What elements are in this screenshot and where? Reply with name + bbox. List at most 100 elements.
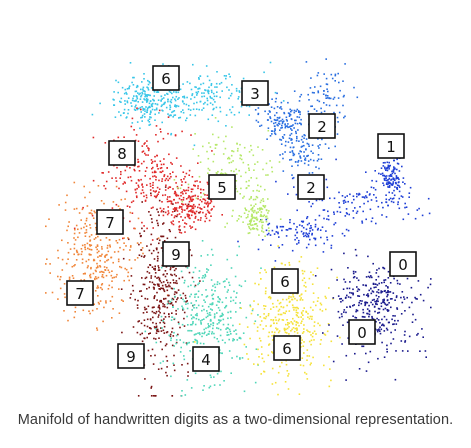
data-point — [194, 284, 197, 287]
data-point — [305, 286, 307, 288]
digit-label-2: 2 — [308, 113, 336, 139]
data-point — [65, 262, 68, 265]
data-point — [146, 318, 149, 321]
data-point — [229, 108, 231, 111]
data-point — [252, 228, 255, 230]
data-point — [165, 371, 167, 374]
data-point — [289, 114, 292, 116]
data-point — [167, 212, 170, 214]
data-point — [142, 90, 144, 92]
data-point — [224, 147, 227, 150]
data-point — [352, 315, 354, 317]
data-point — [380, 173, 382, 175]
data-point — [67, 225, 69, 228]
data-point — [276, 124, 278, 126]
data-point — [316, 99, 319, 102]
data-point — [264, 110, 266, 113]
data-point — [419, 293, 422, 296]
data-point — [387, 204, 389, 207]
data-point — [287, 141, 290, 143]
data-point — [233, 330, 235, 332]
data-point — [232, 338, 234, 340]
data-point — [120, 288, 123, 290]
data-point — [208, 386, 211, 389]
data-point — [268, 210, 270, 212]
data-point — [198, 77, 200, 79]
data-point — [202, 280, 204, 282]
data-point — [189, 196, 192, 199]
data-point — [250, 208, 252, 211]
data-point — [156, 329, 158, 331]
data-point — [230, 333, 232, 335]
data-point — [95, 237, 97, 239]
data-point — [245, 209, 247, 211]
data-point — [291, 142, 293, 144]
data-point — [317, 154, 320, 156]
data-point — [186, 117, 188, 119]
data-point — [363, 293, 365, 296]
data-point — [261, 353, 263, 355]
data-point — [111, 295, 114, 298]
data-point — [66, 229, 68, 232]
data-point — [159, 280, 161, 282]
data-point — [187, 216, 190, 218]
data-point — [213, 376, 215, 378]
data-point — [260, 211, 263, 213]
data-point — [158, 306, 161, 309]
data-point — [199, 181, 201, 183]
data-point — [162, 281, 165, 283]
digit-label-box — [152, 65, 180, 91]
data-point — [396, 279, 399, 282]
data-point — [133, 108, 136, 111]
data-point — [333, 211, 335, 213]
data-point — [92, 179, 95, 182]
data-point — [137, 161, 139, 163]
data-point — [199, 333, 201, 336]
data-point — [291, 322, 294, 324]
data-point — [299, 364, 302, 366]
data-point — [392, 197, 395, 200]
data-point — [148, 124, 150, 126]
data-point — [154, 328, 157, 330]
data-point — [236, 355, 238, 358]
data-point — [398, 207, 401, 210]
data-point — [392, 292, 395, 294]
data-point — [193, 96, 196, 99]
data-point — [167, 113, 169, 115]
data-point — [213, 313, 216, 315]
data-point — [171, 111, 173, 114]
data-point — [202, 189, 205, 191]
data-point — [213, 95, 216, 98]
data-point — [290, 138, 293, 140]
data-point — [207, 157, 210, 160]
data-point — [312, 152, 314, 154]
data-point — [128, 279, 130, 282]
data-point — [250, 204, 252, 207]
data-point — [168, 229, 171, 231]
data-point — [172, 335, 175, 337]
data-point — [156, 283, 159, 285]
data-point — [295, 321, 298, 323]
data-point — [45, 263, 47, 265]
data-point — [99, 266, 102, 268]
data-point — [291, 328, 293, 331]
data-point — [330, 247, 333, 249]
data-point — [267, 354, 270, 357]
data-point — [176, 210, 179, 212]
data-point — [259, 272, 261, 274]
digit-label-text: 7 — [75, 285, 85, 303]
data-point — [338, 206, 341, 209]
data-point — [158, 277, 161, 280]
data-point — [156, 186, 159, 189]
data-point — [146, 288, 148, 290]
data-point — [133, 95, 135, 97]
data-point — [158, 191, 160, 193]
data-point — [91, 214, 94, 217]
data-point — [338, 191, 340, 194]
data-point — [207, 203, 210, 205]
data-point — [308, 277, 311, 280]
data-point — [274, 129, 276, 132]
data-point — [133, 165, 136, 167]
data-point — [205, 296, 208, 298]
data-point — [349, 296, 352, 299]
